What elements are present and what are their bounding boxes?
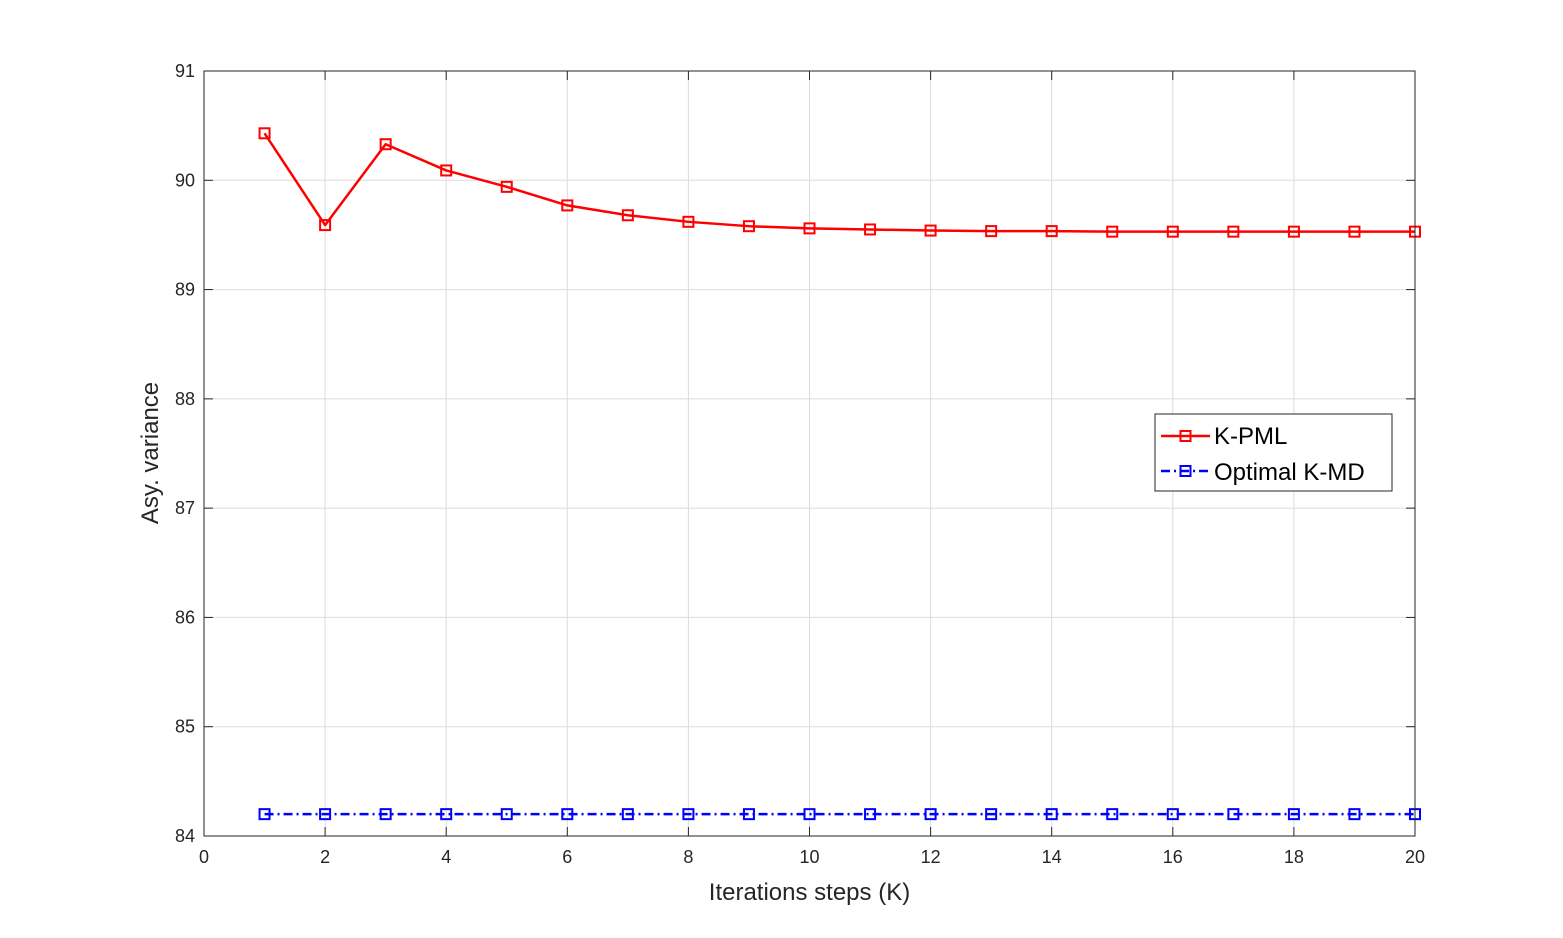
series-k-pml	[258, 127, 1421, 238]
x-tick-label: 12	[921, 847, 941, 867]
y-tick-label: 91	[175, 61, 195, 81]
data-point-k-pml	[1287, 225, 1300, 238]
legend: K-PML Optimal K-MD	[1154, 413, 1393, 492]
data-point-k-pml	[1227, 225, 1240, 238]
y-tick-label: 87	[175, 498, 195, 518]
data-point-optimal-k-md	[1287, 808, 1300, 821]
data-point-optimal-k-md	[682, 808, 695, 821]
data-point-k-pml	[985, 225, 998, 238]
data-point-optimal-k-md	[924, 808, 937, 821]
data-point-k-pml	[864, 223, 877, 236]
data-point-k-pml	[621, 209, 634, 222]
data-point-optimal-k-md	[561, 808, 574, 821]
y-tick-label: 88	[175, 389, 195, 409]
x-tick-label: 20	[1405, 847, 1425, 867]
data-point-k-pml	[682, 215, 695, 228]
y-tick-label: 85	[175, 717, 195, 737]
data-point-optimal-k-md	[440, 808, 453, 821]
x-tick-label: 18	[1284, 847, 1304, 867]
y-axis-title: Asy. variance	[137, 382, 164, 524]
x-tick-label: 14	[1042, 847, 1062, 867]
data-point-optimal-k-md	[1348, 808, 1361, 821]
x-tick-label: 2	[320, 847, 330, 867]
data-point-k-pml	[319, 219, 332, 232]
legend-label-optimal-k-md: Optimal K-MD	[1214, 459, 1365, 486]
data-point-k-pml	[1106, 225, 1119, 238]
x-tick-label: 0	[199, 847, 209, 867]
data-point-optimal-k-md	[500, 808, 513, 821]
data-point-k-pml	[742, 220, 755, 233]
data-point-optimal-k-md	[1227, 808, 1240, 821]
x-tick-label: 10	[799, 847, 819, 867]
data-point-optimal-k-md	[985, 808, 998, 821]
data-point-optimal-k-md	[319, 808, 332, 821]
data-point-optimal-k-md	[258, 808, 271, 821]
legend-marker-optimal-k-md	[1179, 465, 1192, 477]
y-tick-label: 86	[175, 607, 195, 627]
series-line-k-pml	[263, 132, 1415, 233]
data-point-optimal-k-md	[1045, 808, 1058, 821]
data-point-optimal-k-md	[1106, 808, 1119, 821]
y-tick-label: 90	[175, 170, 195, 190]
data-point-k-pml	[1348, 225, 1361, 238]
data-point-k-pml	[258, 127, 271, 140]
legend-box	[1154, 413, 1393, 492]
data-point-k-pml	[379, 138, 392, 151]
x-tick-label: 16	[1163, 847, 1183, 867]
data-point-k-pml	[1166, 225, 1179, 238]
data-point-k-pml	[1045, 225, 1058, 238]
data-point-k-pml	[440, 164, 453, 177]
x-axis-title: Iterations steps (K)	[709, 879, 910, 906]
data-point-optimal-k-md	[803, 808, 816, 821]
data-point-optimal-k-md	[379, 808, 392, 821]
x-tick-label: 4	[441, 847, 451, 867]
ticks: 0 2 4 6 8 10 12 14 16 18 20 84 85 86 87 88 89 90 91	[175, 61, 1425, 867]
y-tick-label: 84	[175, 826, 195, 846]
series-layer	[258, 127, 1421, 821]
data-point-optimal-k-md	[1166, 808, 1179, 821]
legend-label-k-pml: K-PML	[1214, 423, 1287, 450]
data-point-k-pml	[924, 224, 937, 237]
data-point-k-pml	[803, 222, 816, 235]
x-tick-label: 8	[683, 847, 693, 867]
legend-marker-k-pml	[1179, 430, 1192, 442]
x-tick-label: 6	[562, 847, 572, 867]
data-point-optimal-k-md	[742, 808, 755, 821]
data-point-optimal-k-md	[621, 808, 634, 821]
data-point-k-pml	[500, 180, 513, 193]
y-tick-label: 89	[175, 280, 195, 300]
data-point-k-pml	[561, 199, 574, 212]
data-point-optimal-k-md	[864, 808, 877, 821]
